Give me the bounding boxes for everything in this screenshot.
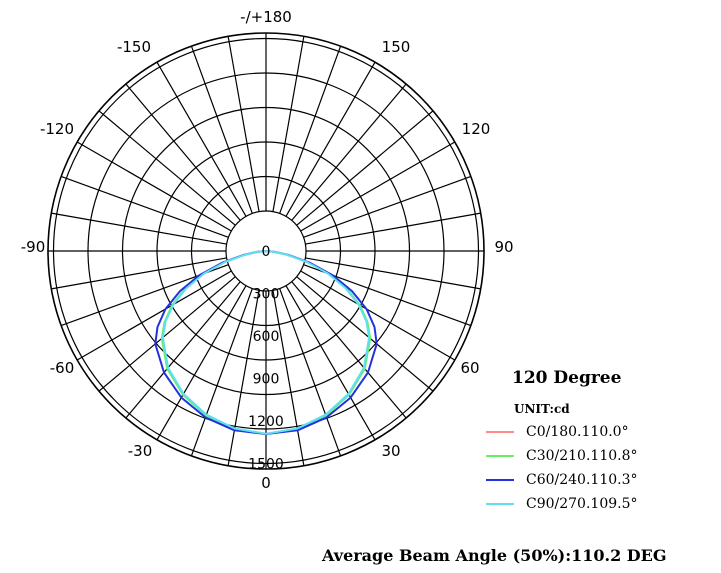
legend-entry: C60/240.110.3° <box>474 468 714 492</box>
grid-spoke <box>303 175 472 238</box>
polar-series <box>154 250 378 435</box>
grid-spoke <box>51 257 227 290</box>
radial-tick-label: 0 <box>262 244 271 260</box>
radial-tick-label: 900 <box>253 372 280 388</box>
grid-spoke <box>291 83 407 221</box>
grid-spoke <box>272 36 305 212</box>
angle-tick-label: -/+180 <box>240 8 292 26</box>
grid-spoke <box>305 257 481 290</box>
angle-tick-label: 30 <box>381 442 400 460</box>
grid-spoke <box>227 290 260 466</box>
angle-tick-label: 60 <box>460 359 479 377</box>
grid-spoke <box>300 141 456 232</box>
grid-spoke <box>98 110 236 226</box>
legend-label: C0/180.110.0° <box>526 424 629 440</box>
angle-tick-label: -30 <box>128 442 153 460</box>
angle-tick-label: 0 <box>261 474 271 492</box>
legend: 120 Degree UNIT:cd C0/180.110.0° C30/210.… <box>474 368 714 516</box>
grid-spoke <box>156 285 247 441</box>
unit-label: UNIT:cd <box>514 402 570 416</box>
angle-tick-label: -150 <box>117 38 151 56</box>
grid-spoke <box>291 281 407 419</box>
angle-tick-label: -60 <box>50 359 75 377</box>
radial-tick-label: 1200 <box>248 414 284 430</box>
grid-spoke <box>156 61 247 217</box>
grid-spoke <box>227 36 260 212</box>
angle-tick-label: 120 <box>462 120 491 138</box>
grid-spoke <box>305 212 481 245</box>
chart-title: 120 Degree <box>512 368 622 388</box>
legend-swatch <box>486 503 514 505</box>
grid-spoke <box>279 45 342 214</box>
grid-spoke <box>190 45 253 214</box>
grid-spoke <box>296 110 434 226</box>
average-beam-angle: Average Beam Angle (50%):110.2 DEG <box>322 546 667 565</box>
grid-spoke <box>190 288 253 457</box>
polar-grid <box>47 32 485 470</box>
angle-tick-label: 90 <box>494 238 513 256</box>
legend-entry: C0/180.110.0° <box>474 420 714 444</box>
angle-tick-label: 150 <box>382 38 411 56</box>
grid-spoke <box>76 141 232 232</box>
grid-spoke <box>125 83 241 221</box>
legend-label: C30/210.110.8° <box>526 448 638 464</box>
grid-spoke <box>285 61 376 217</box>
grid-spoke <box>60 175 229 238</box>
legend-swatch <box>486 479 514 481</box>
legend-swatch <box>486 431 514 433</box>
grid-spoke <box>76 270 232 361</box>
legend-items: C0/180.110.0° C30/210.110.8° C60/240.110.3… <box>474 420 714 516</box>
grid-spoke <box>279 288 342 457</box>
series-line <box>161 250 371 435</box>
grid-spoke <box>98 276 236 392</box>
legend-label: C60/240.110.3° <box>526 472 638 488</box>
grid-spoke <box>300 270 456 361</box>
legend-entry: C90/270.109.5° <box>474 492 714 516</box>
radial-tick-label: 300 <box>253 287 280 303</box>
grid-spoke <box>125 281 241 419</box>
radial-tick-label: 1500 <box>248 457 284 473</box>
grid-spoke <box>296 276 434 392</box>
legend-entry: C30/210.110.8° <box>474 444 714 468</box>
legend-label: C90/270.109.5° <box>526 496 638 512</box>
grid-spoke <box>51 212 227 245</box>
legend-swatch <box>486 455 514 457</box>
angle-tick-label: -120 <box>40 120 74 138</box>
radial-tick-label: 600 <box>253 329 280 345</box>
grid-spoke <box>272 290 305 466</box>
grid-spoke <box>285 285 376 441</box>
radial-tick-labels: 0 300 600 900 1200 1500 <box>248 244 284 473</box>
angle-tick-label: -90 <box>21 238 46 256</box>
